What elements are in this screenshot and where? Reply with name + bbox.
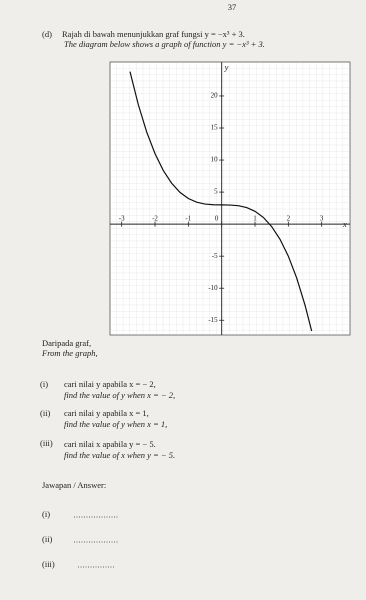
answer-label: (i) [42,509,50,519]
part-label: (i) [40,379,48,389]
x-tick-label: -1 [185,215,191,223]
part-malay: cari nilai y apabila x = 1, [64,408,149,418]
question-label: (d) [42,29,52,39]
intro-malay: Daripada graf, [42,338,91,348]
answer-label: (iii) [42,559,55,569]
part-malay: cari nilai y apabila x = − 2, [64,379,156,389]
curve [129,71,313,332]
x-tick-label: 0 [215,215,219,223]
part-label: (iii) [40,438,53,448]
graph-grid [110,62,350,335]
x-axis-label: x [342,219,347,229]
y-tick-label: 20 [211,92,219,100]
y-tick-label: 10 [211,156,219,164]
x-tick-label: 2 [287,215,291,223]
answer-heading: Jawapan / Answer: [42,480,106,490]
x-tick-label: 1 [253,215,257,223]
x-tick-label: -2 [152,215,158,223]
y-tick-label: 15 [211,124,219,132]
part-english: find the value of y when x = − 2, [64,390,175,400]
intro-english: From the graph, [41,348,98,358]
part-english: find the value of x when y = − 5. [64,450,175,460]
y-tick-label: -5 [212,252,218,260]
y-tick-label: -15 [208,316,218,324]
y-tick-label: -10 [208,284,218,292]
answer-label: (ii) [42,534,53,544]
y-tick-label: 5 [214,188,218,196]
part-malay: cari nilai x apabila y = − 5. [64,439,156,449]
y-axis-label: y [224,62,229,72]
page-number: 37 [228,2,237,12]
x-tick-label: 3 [320,215,324,223]
part-english: find the value of y when x = 1, [64,419,167,429]
question-english: The diagram below shows a graph of funct… [64,39,265,49]
part-label: (ii) [40,408,51,418]
question-malay: Rajah di bawah menunjukkan graf fungsi y… [62,29,245,39]
x-tick-label: -3 [119,215,125,223]
